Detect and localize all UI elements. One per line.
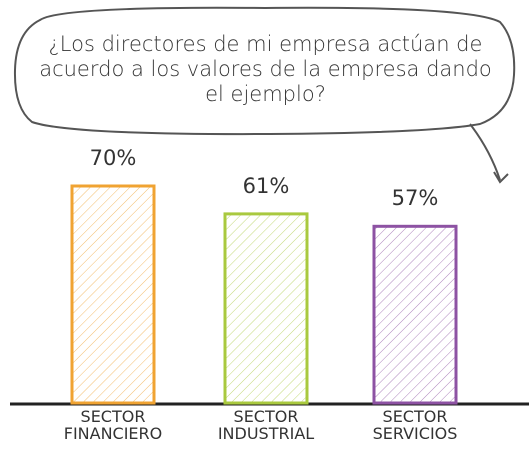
- x-tick-label: SECTOR SERVICIOS: [372, 407, 458, 443]
- chart-title: ¿Los directores de mi empresa actúan de …: [39, 32, 492, 106]
- bar: [223, 212, 309, 405]
- bar: [372, 224, 458, 405]
- data-label: 57%: [391, 186, 439, 211]
- data-label: 70%: [89, 146, 137, 170]
- bar: [70, 184, 156, 405]
- data-label: 61%: [242, 173, 290, 198]
- speech-bubble: [13, 6, 516, 184]
- x-tick-label: SECTOR INDUSTRIAL: [217, 407, 315, 443]
- x-tick-label: SECTOR FINANCIERO: [63, 407, 163, 443]
